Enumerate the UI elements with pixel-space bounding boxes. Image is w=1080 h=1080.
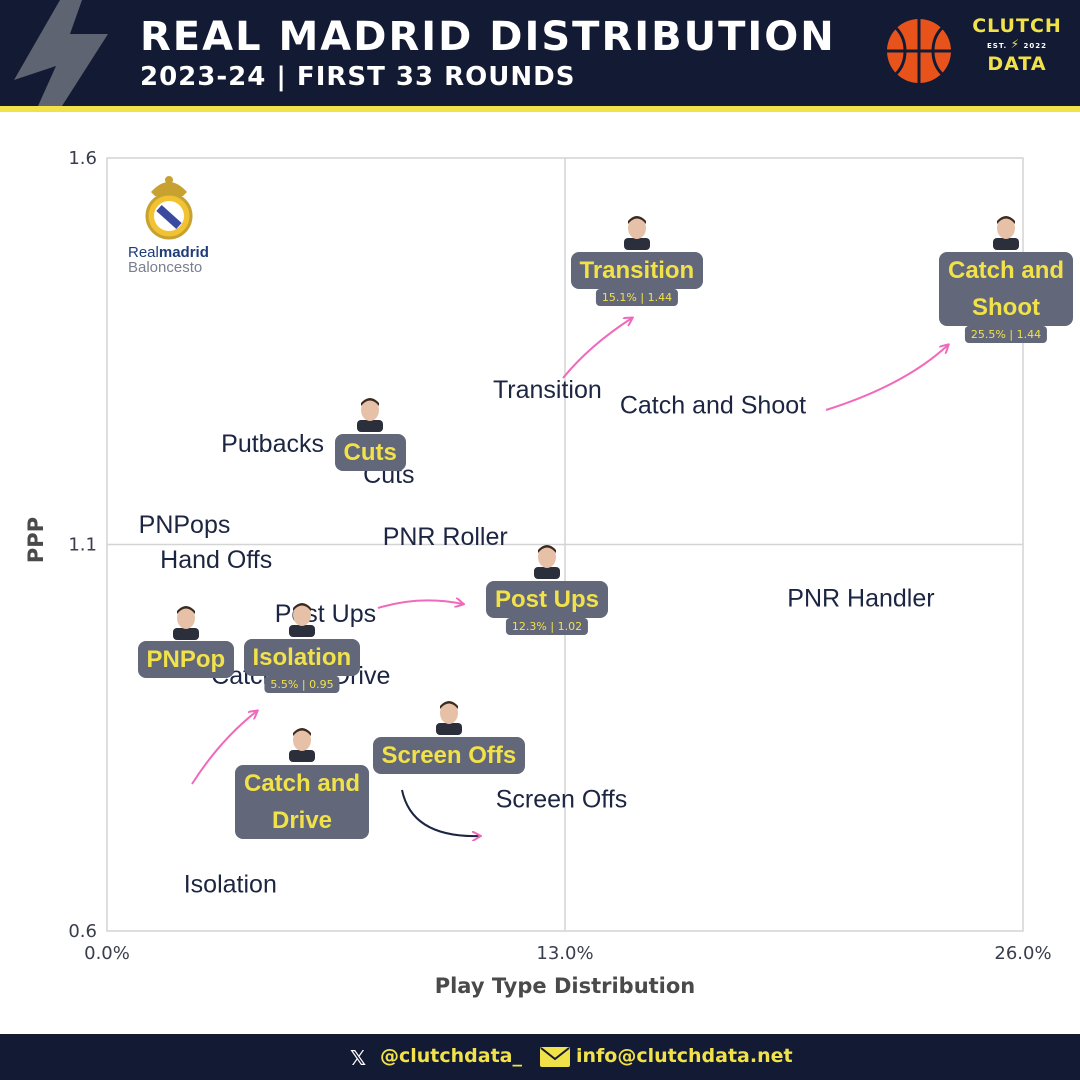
x-axis-title: Play Type Distribution	[435, 974, 696, 998]
highlight-label: Isolation	[252, 644, 352, 671]
player-avatar-icon	[173, 606, 199, 640]
point-label: PNR Handler	[787, 585, 934, 613]
page-title: REAL MADRID DISTRIBUTION	[140, 14, 836, 60]
highlight-label: Screen Offs	[381, 742, 517, 769]
brand-established: EST. ⚡ 2022	[962, 38, 1072, 52]
y-tick-label: 0.6	[68, 921, 97, 942]
point-label: Putbacks	[221, 430, 324, 458]
point-label: Hand Offs	[160, 546, 272, 574]
mail-icon	[540, 1047, 570, 1067]
player-avatar-icon	[534, 545, 560, 579]
player-avatar-icon	[289, 603, 315, 637]
social-handle-link[interactable]: @clutchdata_	[380, 1045, 522, 1067]
highlight-label: Post Ups	[495, 586, 600, 613]
brand-logo: CLUTCH EST. ⚡ 2022 DATA	[962, 14, 1072, 94]
highlight-label: Drive	[271, 807, 333, 834]
email-link[interactable]: info@clutchdata.net	[576, 1045, 793, 1067]
brand-bolt-icon: ⚡	[1010, 37, 1021, 51]
x-tick-label: 0.0%	[84, 943, 130, 964]
y-axis-title: PPP	[24, 517, 48, 563]
highlight-callout: Screen Offs	[372, 737, 526, 774]
highlight-stat: 5.5% | 0.95	[264, 676, 340, 693]
x-social-icon[interactable]: 𝕏	[350, 1046, 367, 1070]
point-label: Screen Offs	[496, 786, 628, 814]
transition-arrow	[562, 318, 632, 379]
highlight-callout: Post Ups	[486, 581, 609, 618]
catch-and-shoot-arrow	[825, 345, 948, 411]
point-label: Transition	[493, 376, 602, 404]
team-logo-madrid: madrid	[158, 244, 209, 261]
highlight-stat: 12.3% | 1.02	[505, 618, 589, 635]
team-logo-wordmark: Realmadrid	[128, 244, 209, 261]
highlight-label: Transition	[579, 257, 695, 284]
highlight-label: PNPop	[146, 646, 226, 673]
player-avatar-icon	[624, 216, 650, 250]
x-tick-label: 13.0%	[536, 943, 593, 964]
highlight-label: Cuts	[343, 439, 397, 466]
highlight-callout: Cuts	[334, 434, 406, 471]
highlight-callout: Catch and Shoot	[939, 252, 1074, 326]
highlight-label: Shoot	[972, 294, 1040, 321]
brand-name-top: CLUTCH	[972, 15, 1062, 37]
y-tick-label: 1.1	[68, 535, 97, 556]
point-label: Catch and Shoot	[620, 391, 806, 419]
highlight-label: Catch and	[244, 770, 361, 797]
highlight-callout: Transition	[570, 252, 704, 289]
highlight-callout: PNPop	[137, 641, 235, 678]
highlight-callout: Catch and Drive	[235, 765, 370, 839]
basketball-icon	[887, 19, 951, 83]
brand-name-bottom: DATA	[987, 53, 1047, 75]
player-avatar-icon	[289, 728, 315, 762]
highlight-label: Catch and	[948, 257, 1065, 284]
scatter-chart: 0.0% 13.0% 26.0% 0.6 1.1 1.6 Transition Catch …	[24, 148, 1052, 998]
brand-year: 2022	[1023, 42, 1047, 50]
page-subtitle: 2023-24 | FIRST 33 ROUNDS	[140, 62, 576, 92]
point-label: PNR Roller	[383, 523, 508, 551]
highlight-callout: Isolation	[243, 639, 361, 676]
highlight-stat: 15.1% | 1.44	[595, 289, 679, 306]
x-tick-label: 26.0%	[994, 943, 1051, 964]
post-ups-arrow	[377, 600, 463, 609]
team-logo-real: Real	[128, 244, 159, 261]
team-logo-subtitle: Baloncesto	[128, 259, 203, 276]
footer-bar: 𝕏 @clutchdata_ info@clutchdata.net	[0, 1034, 1080, 1080]
point-label: PNPops	[139, 511, 231, 539]
player-avatar-icon	[357, 398, 383, 432]
player-avatar-icon	[993, 216, 1019, 250]
team-crest-icon	[145, 176, 193, 240]
point-label: Isolation	[184, 871, 277, 899]
point-label: Post Ups	[275, 600, 376, 628]
player-avatar-icon	[436, 701, 462, 735]
y-tick-label: 1.6	[68, 148, 97, 169]
highlight-stat: 25.5% | 1.44	[964, 326, 1048, 343]
brand-est-label: EST.	[987, 42, 1008, 50]
screen-offs-arrow	[401, 789, 480, 836]
header-accent-stripe	[0, 106, 1080, 112]
isolation-arrow	[191, 711, 257, 785]
lightning-bolt-icon	[14, 0, 108, 106]
